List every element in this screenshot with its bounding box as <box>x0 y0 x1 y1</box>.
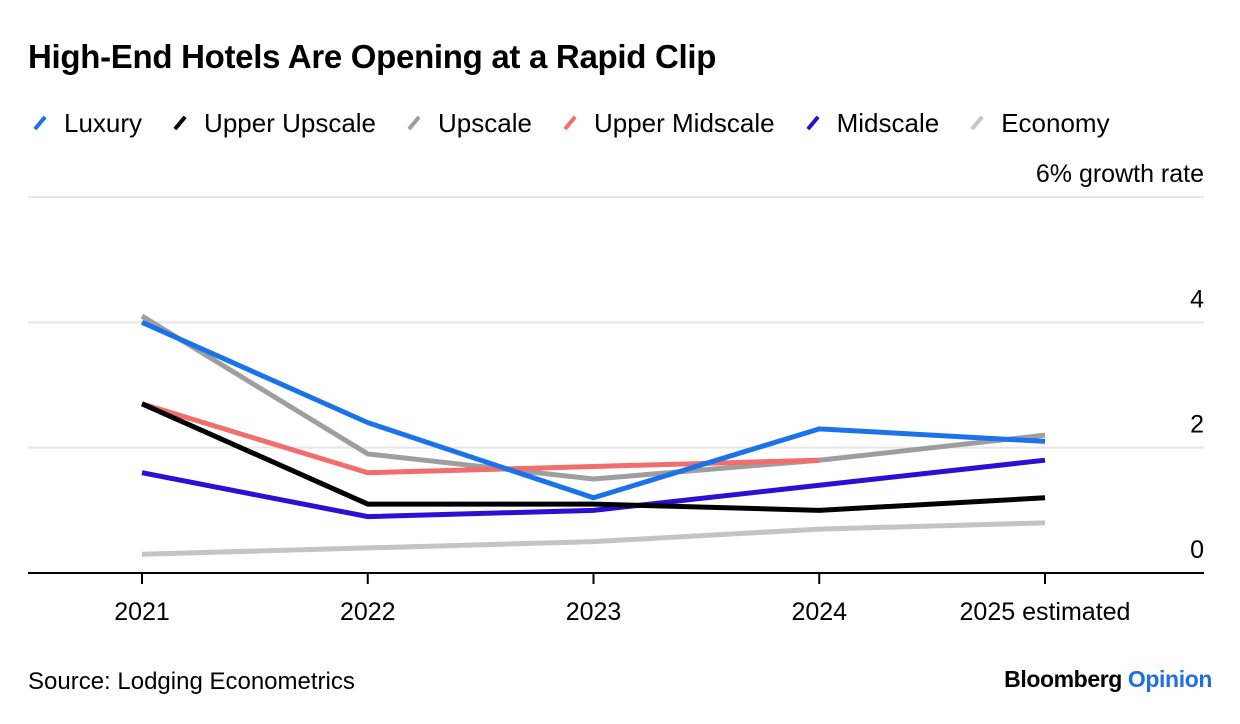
legend-label: Midscale <box>836 107 940 138</box>
legend-item-4: Midscale <box>801 107 940 139</box>
y-tick-label: 4 <box>1190 285 1204 313</box>
y-tick-label: 2 <box>1190 411 1204 439</box>
x-tick-label: 2022 <box>340 598 396 626</box>
series-line-2 <box>140 313 1046 482</box>
legend-label: Upper Midscale <box>593 107 775 138</box>
series-line-0 <box>140 320 1046 501</box>
x-tick-label: 2021 <box>114 598 170 626</box>
legend-label: Upscale <box>438 107 532 138</box>
brand-suffix: Opinion <box>1127 666 1212 692</box>
y-tick-label: 0 <box>1190 536 1204 564</box>
x-tick-label: 2024 <box>791 598 847 626</box>
legend-item-3: Upper Midscale <box>558 108 775 139</box>
x-tick-label: 2023 <box>566 598 622 626</box>
y-tick-label: 6% growth rate <box>1036 160 1204 188</box>
series-line-4 <box>141 457 1046 520</box>
source-note: Source: Lodging Econometrics <box>28 668 355 695</box>
legend-item-5: Economy <box>965 107 1110 139</box>
brand-name: Bloomberg <box>1004 666 1122 692</box>
legend-item-0: Luxury <box>28 108 142 139</box>
line-chart: 0 2 4 6% growth rate 2021 2022 2023 2024 2025 es… <box>28 160 1204 626</box>
x-tick-label: 2025 estimated <box>960 598 1131 626</box>
legend: Luxury Upper Upscale Upscale Upper Midscale… <box>28 104 1136 142</box>
legend-item-2: Upscale <box>402 108 532 139</box>
legend-label: Luxury <box>64 107 143 138</box>
series-line-1 <box>140 401 1046 513</box>
legend-label: Economy <box>1001 107 1110 138</box>
series-line-5 <box>141 520 1046 557</box>
chart-title: High-End Hotels Are Opening at a Rapid C… <box>28 38 717 75</box>
bloomberg-opinion-logo: Bloomberg Opinion <box>1004 666 1212 693</box>
legend-label: Upper Upscale <box>204 107 377 138</box>
legend-item-1: Upper Upscale <box>168 108 376 139</box>
